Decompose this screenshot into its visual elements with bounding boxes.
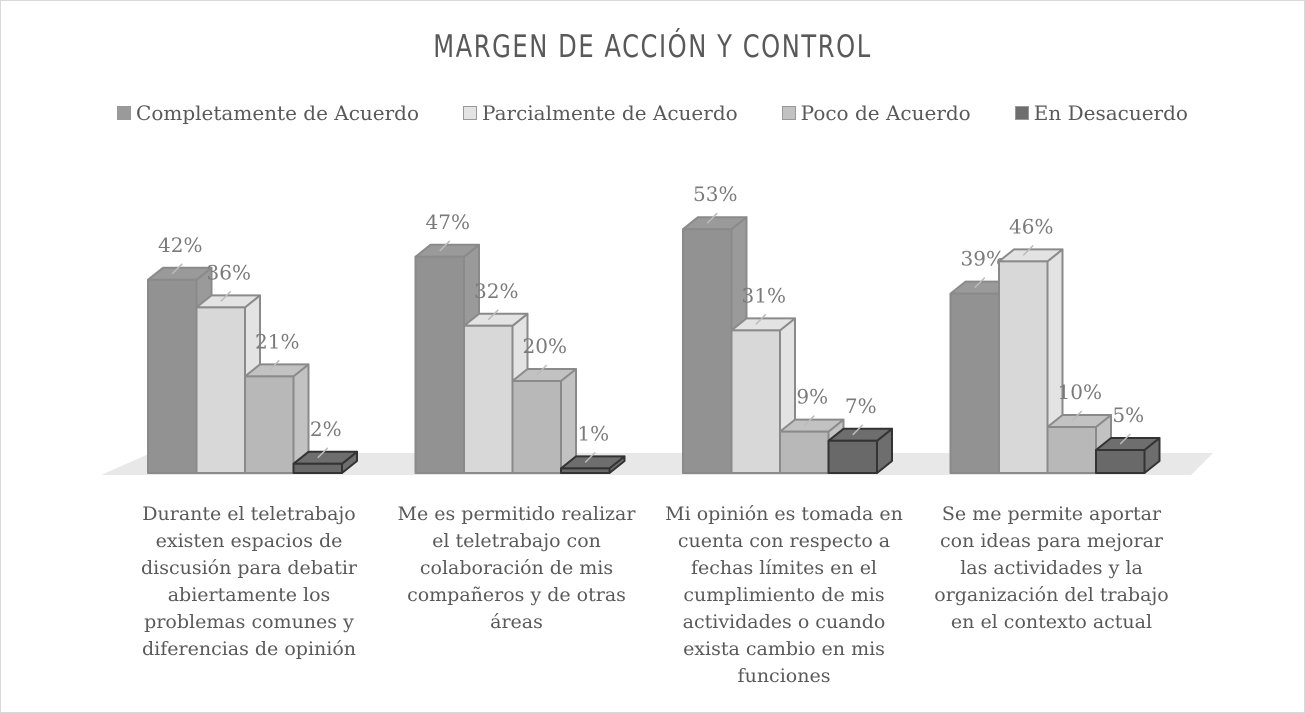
legend-item: En Desacuerdo — [1014, 101, 1188, 125]
data-label: 1% — [577, 421, 609, 445]
bar-front — [827, 439, 878, 474]
data-label: 47% — [426, 210, 470, 234]
category-label: Se me permite aportar con ideas para mej… — [934, 503, 1169, 633]
legend-label: Poco de Acuerdo — [800, 101, 971, 125]
bar-front — [1046, 426, 1097, 474]
bar — [560, 455, 626, 474]
bar-front — [195, 306, 246, 474]
data-label: 5% — [1112, 403, 1144, 427]
bar — [998, 248, 1064, 474]
label-leader — [1119, 433, 1131, 445]
chart-title: MARGEN DE ACCIÓN Y CONTROL — [433, 29, 872, 65]
legend-item: Completamente de Acuerdo — [117, 101, 419, 125]
category-label: Me es permitido realizar el teletrabajo … — [397, 503, 636, 633]
label-leader — [974, 277, 986, 289]
label-leader — [852, 424, 864, 436]
bar-front — [949, 292, 1000, 474]
legend-label: En Desacuerdo — [1033, 101, 1188, 125]
label-leader — [803, 415, 815, 427]
label-leader — [536, 364, 548, 376]
bar-front — [463, 324, 514, 474]
label-leader — [268, 359, 280, 371]
data-label: 21% — [255, 329, 299, 353]
bar — [244, 363, 310, 474]
bar — [511, 368, 577, 474]
data-label: 7% — [845, 394, 877, 418]
data-label: 39% — [961, 247, 1005, 271]
bar-front — [147, 278, 198, 474]
bar-front — [292, 462, 343, 474]
bar-front — [244, 375, 295, 474]
bar — [292, 450, 358, 474]
legend-swatch — [117, 106, 132, 120]
data-label: 46% — [1009, 214, 1053, 238]
legend-item: Parcialmente de Acuerdo — [463, 101, 738, 125]
legend-item: Poco de Acuerdo — [781, 101, 971, 125]
data-label: 53% — [693, 182, 737, 206]
data-label: 20% — [523, 334, 567, 358]
legend-label: Parcialmente de Acuerdo — [482, 101, 738, 125]
data-label: 36% — [207, 260, 251, 284]
bar-front — [730, 329, 781, 474]
bar-front — [1095, 449, 1146, 474]
data-label: 42% — [158, 233, 202, 257]
label-leader — [706, 212, 718, 224]
label-leader — [439, 240, 451, 252]
data-label: 2% — [310, 417, 342, 441]
label-leader — [1071, 410, 1083, 422]
label-leader — [1022, 244, 1034, 256]
label-leader — [584, 451, 596, 463]
bar-front — [998, 260, 1049, 474]
bar-front — [682, 228, 733, 474]
label-leader — [487, 309, 499, 321]
label-leader — [220, 290, 232, 302]
data-label: 10% — [1058, 380, 1102, 404]
bar — [1095, 437, 1161, 474]
legend-swatch — [463, 106, 478, 120]
data-label: 9% — [796, 385, 828, 409]
bar-front — [779, 430, 830, 475]
legend-swatch — [781, 106, 796, 120]
category-label: Durante el teletrabajo existen espacios … — [140, 503, 358, 660]
label-leader — [317, 447, 329, 459]
bar-front — [414, 255, 465, 474]
legend: Completamente de Acuerdo Parcialmente de … — [1, 101, 1304, 125]
category-label: Mi opinión es tomada en cuenta con respe… — [665, 503, 903, 687]
bar-front — [511, 380, 562, 474]
label-leader — [755, 313, 767, 325]
bar-front — [560, 467, 611, 474]
legend-label: Completamente de Acuerdo — [136, 101, 420, 125]
data-label: 32% — [474, 279, 518, 303]
data-label: 31% — [742, 283, 786, 307]
label-leader — [171, 263, 183, 275]
legend-swatch — [1014, 106, 1029, 120]
floor — [101, 453, 1213, 475]
bar — [827, 427, 893, 474]
